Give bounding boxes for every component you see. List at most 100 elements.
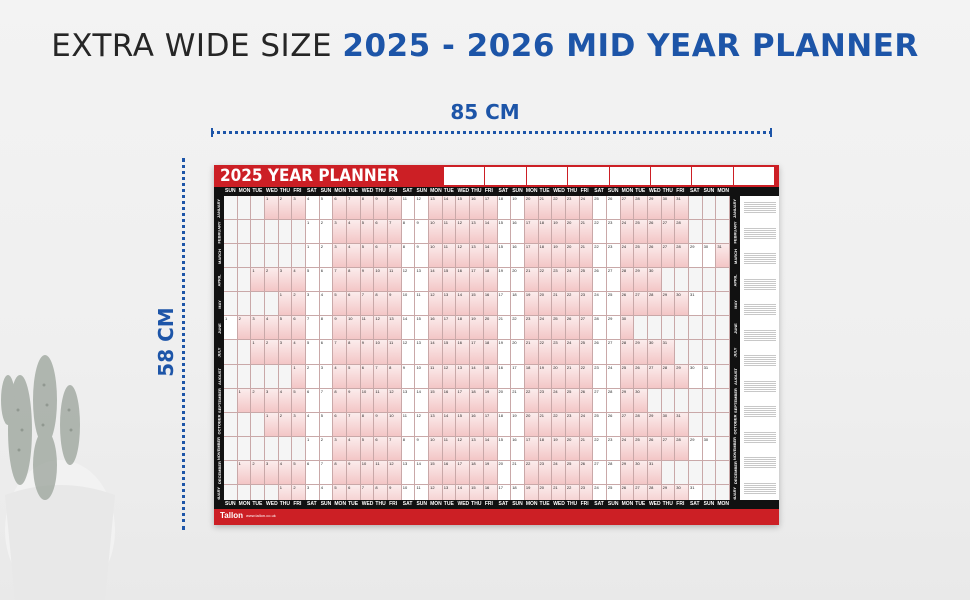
day-cell: 7 [306, 316, 320, 341]
day-cell: 12 [456, 220, 471, 245]
weekday-label: THU [279, 188, 290, 194]
day-number: 25 [594, 196, 599, 201]
day-number: 19 [512, 196, 517, 201]
day-cell: 2 [265, 268, 279, 293]
weekday-label: SAT [498, 501, 509, 507]
day-number: 3 [293, 412, 296, 418]
day-number: 6 [307, 388, 310, 394]
day-cell: 20 [538, 292, 553, 317]
day-number: 31 [662, 340, 668, 346]
day-number: 1 [279, 484, 282, 490]
day-cell [237, 412, 252, 437]
day-cell: 24 [565, 268, 580, 293]
width-dimension-label: 85 CM [450, 100, 520, 124]
weekday-label: MON [621, 501, 634, 507]
day-cell: 26 [565, 316, 580, 341]
day-number: 15 [416, 316, 421, 322]
day-cell: 17 [524, 436, 539, 461]
day-cell: 14 [442, 196, 457, 221]
day-cell: 25 [634, 220, 648, 245]
day-number: 11 [416, 484, 421, 490]
day-cell [237, 268, 252, 293]
day-number: 3 [279, 340, 282, 346]
day-cell: 4 [333, 364, 348, 389]
day-number: 28 [635, 196, 640, 201]
day-cell: 18 [538, 220, 553, 245]
day-number: 18 [512, 292, 517, 298]
day-number: 19 [525, 484, 531, 490]
day-cell: 16 [470, 412, 484, 437]
day-cell: 19 [483, 388, 498, 413]
day-number: 3 [279, 268, 282, 274]
day-number: 31 [703, 364, 709, 370]
weekday-label: SAT [307, 501, 317, 507]
day-cell: 1 [306, 436, 320, 461]
day-cell: 2 [306, 364, 320, 389]
day-number: 22 [594, 244, 599, 250]
day-number: 22 [553, 412, 558, 418]
day-number: 6 [293, 316, 296, 322]
day-number: 28 [676, 220, 681, 226]
weekday-label: SAT [402, 188, 413, 194]
day-number: 7 [375, 364, 378, 370]
day-cell: 16 [483, 292, 498, 317]
width-dimension-line [211, 128, 772, 137]
day-cell: 20 [497, 460, 512, 485]
day-cell: 18 [497, 196, 512, 221]
day-cell: 24 [579, 196, 594, 221]
day-number: 10 [375, 340, 380, 346]
day-number: 3 [252, 316, 255, 322]
day-cell [251, 412, 266, 437]
day-cell [278, 220, 293, 245]
day-cell: 19 [511, 196, 525, 221]
day-cell: 13 [401, 388, 416, 413]
day-number: 16 [484, 292, 490, 298]
day-number: 16 [457, 268, 462, 274]
weekday-label: FRI [676, 501, 685, 507]
day-cell: 20 [524, 412, 539, 437]
day-number: 21 [539, 196, 544, 201]
month-label: AUGUST [732, 368, 738, 386]
month-label: NOVEMBER [732, 437, 738, 461]
day-cell: 19 [524, 292, 539, 317]
day-number: 12 [430, 484, 435, 490]
day-number: 6 [375, 436, 378, 442]
day-cell: 24 [620, 436, 635, 461]
day-number: 23 [539, 388, 544, 394]
day-cell: 24 [552, 460, 566, 485]
day-number: 10 [430, 220, 435, 226]
day-cell: 21 [552, 292, 566, 317]
day-number: 30 [635, 460, 640, 466]
day-cell: 20 [497, 388, 512, 413]
day-number: 9 [416, 436, 419, 442]
day-number: 4 [348, 244, 351, 250]
day-number: 24 [607, 364, 613, 370]
day-cell: 6 [306, 460, 320, 485]
day-cell: 28 [675, 436, 689, 461]
day-cell: 12 [415, 412, 430, 437]
day-cell [661, 388, 676, 413]
day-number: 5 [361, 436, 364, 442]
day-number: 8 [320, 316, 323, 322]
day-cell: 31 [716, 244, 730, 269]
day-number: 21 [539, 412, 544, 418]
day-cell: 5 [306, 340, 320, 365]
day-cell [265, 436, 279, 461]
day-cell: 6 [292, 316, 307, 341]
day-number: 10 [430, 436, 435, 442]
day-number: 7 [320, 388, 323, 394]
day-number: 24 [621, 220, 627, 226]
month-label: DECEMBER [216, 461, 222, 485]
day-number: 17 [471, 268, 476, 274]
day-cell: 29 [620, 460, 635, 485]
day-cell: 13 [401, 460, 416, 485]
day-cell: 27 [593, 460, 607, 485]
weekday-label: FRI [293, 188, 302, 194]
day-number: 10 [389, 196, 394, 201]
day-number: 24 [621, 244, 627, 250]
day-number: 19 [553, 436, 558, 442]
day-number: 23 [539, 460, 544, 466]
day-number: 7 [389, 244, 392, 250]
day-number: 17 [525, 244, 531, 250]
weekday-label: FRI [389, 501, 398, 507]
